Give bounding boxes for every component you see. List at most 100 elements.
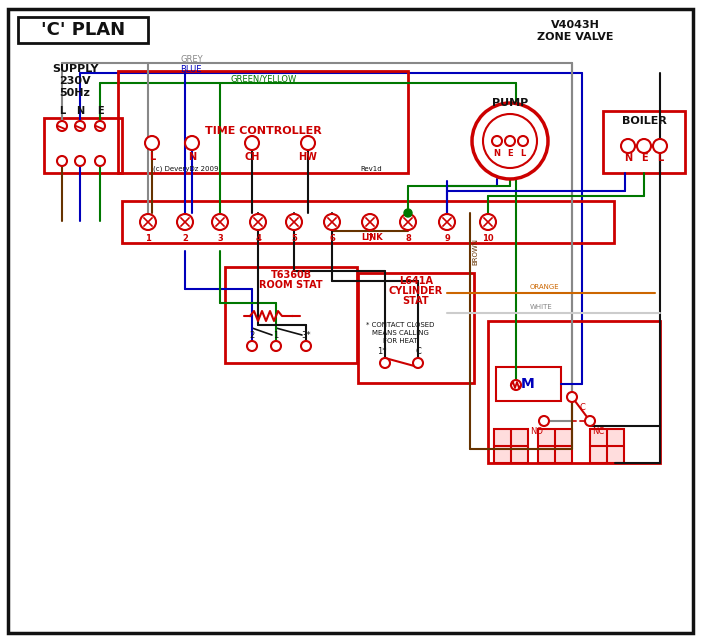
Text: Rev1d: Rev1d [360,166,382,172]
Text: E: E [97,106,103,116]
Text: WHITE: WHITE [530,304,552,310]
Circle shape [140,214,156,230]
Bar [358,273,474,383]
Circle shape [57,121,67,131]
Text: 4: 4 [255,233,261,242]
Bar [603,111,685,173]
Circle shape [492,136,502,146]
Circle shape [472,103,548,179]
Text: N: N [76,106,84,116]
Circle shape [95,156,105,166]
Circle shape [324,214,340,230]
Bar [225,267,357,363]
Bar [118,71,408,173]
Text: L: L [59,106,65,116]
Circle shape [539,416,549,426]
Text: T6360B: T6360B [270,270,312,280]
Text: GREY: GREY [180,54,203,63]
Circle shape [621,139,635,153]
Bar [590,429,624,463]
Text: 2: 2 [182,233,188,242]
Circle shape [75,121,85,131]
Circle shape [247,341,257,351]
Text: 6: 6 [329,233,335,242]
Circle shape [75,156,85,166]
Circle shape [413,358,423,368]
Circle shape [505,136,515,146]
Text: 10: 10 [482,233,494,242]
Text: CYLINDER: CYLINDER [389,286,443,296]
Text: 3*: 3* [301,331,311,340]
Circle shape [250,214,266,230]
Circle shape [271,341,281,351]
Text: SUPPLY: SUPPLY [52,64,98,74]
Bar [488,321,660,463]
Circle shape [245,136,259,150]
Bar [496,367,561,401]
Circle shape [483,114,537,168]
Text: N: N [188,152,196,162]
Text: * CONTACT CLOSED: * CONTACT CLOSED [366,322,435,328]
Text: 1: 1 [145,233,151,242]
Circle shape [145,136,159,150]
Text: STAT: STAT [403,296,430,306]
Text: L641A: L641A [399,276,433,286]
Text: 50Hz: 50Hz [60,88,91,98]
Circle shape [301,341,311,351]
Text: M: M [521,377,535,391]
Circle shape [380,358,390,368]
Bar [494,429,528,463]
Text: C: C [579,403,585,412]
Circle shape [301,136,315,150]
Circle shape [480,214,496,230]
Text: 7: 7 [367,233,373,242]
Text: TIME CONTROLLER: TIME CONTROLLER [204,126,322,136]
Circle shape [212,214,228,230]
Circle shape [653,139,667,153]
Circle shape [567,392,577,402]
Text: 1: 1 [273,331,279,340]
Text: C: C [415,347,421,356]
Text: HW: HW [298,152,317,162]
Circle shape [185,136,199,150]
Circle shape [286,214,302,230]
Text: E: E [507,149,513,158]
Text: 5: 5 [291,233,297,242]
Text: NC: NC [592,426,604,435]
Text: GREEN/YELLOW: GREEN/YELLOW [230,74,296,83]
Text: BOILER: BOILER [621,116,666,126]
Text: ZONE VALVE: ZONE VALVE [537,32,614,42]
Text: CH: CH [244,152,260,162]
Text: FOR HEAT: FOR HEAT [383,338,417,344]
Text: 3: 3 [217,233,223,242]
Circle shape [400,214,416,230]
Text: ROOM STAT: ROOM STAT [259,280,323,290]
Text: LINK: LINK [362,233,383,242]
Text: N: N [624,153,632,163]
Text: MEANS CALLING: MEANS CALLING [371,330,428,336]
Text: E: E [641,153,647,163]
Circle shape [404,209,412,217]
Text: 8: 8 [405,233,411,242]
Circle shape [637,139,651,153]
Circle shape [362,214,378,230]
Text: 'C' PLAN: 'C' PLAN [41,21,125,39]
Text: L: L [520,149,526,158]
Text: V4043H: V4043H [550,20,600,30]
Text: BLUE: BLUE [180,65,201,74]
Text: PUMP: PUMP [492,98,528,108]
Text: BROWN: BROWN [472,238,478,265]
Text: 1*: 1* [377,347,387,356]
Text: 9: 9 [444,233,450,242]
Bar [44,118,122,173]
Bar [122,201,614,243]
Text: L: L [657,153,663,163]
Circle shape [585,416,595,426]
Text: L: L [149,152,155,162]
Text: ORANGE: ORANGE [530,284,559,290]
Circle shape [177,214,193,230]
Circle shape [511,380,521,390]
Circle shape [518,136,528,146]
Text: (c) DeveryDz 2009: (c) DeveryDz 2009 [153,166,218,172]
Bar [18,17,148,43]
